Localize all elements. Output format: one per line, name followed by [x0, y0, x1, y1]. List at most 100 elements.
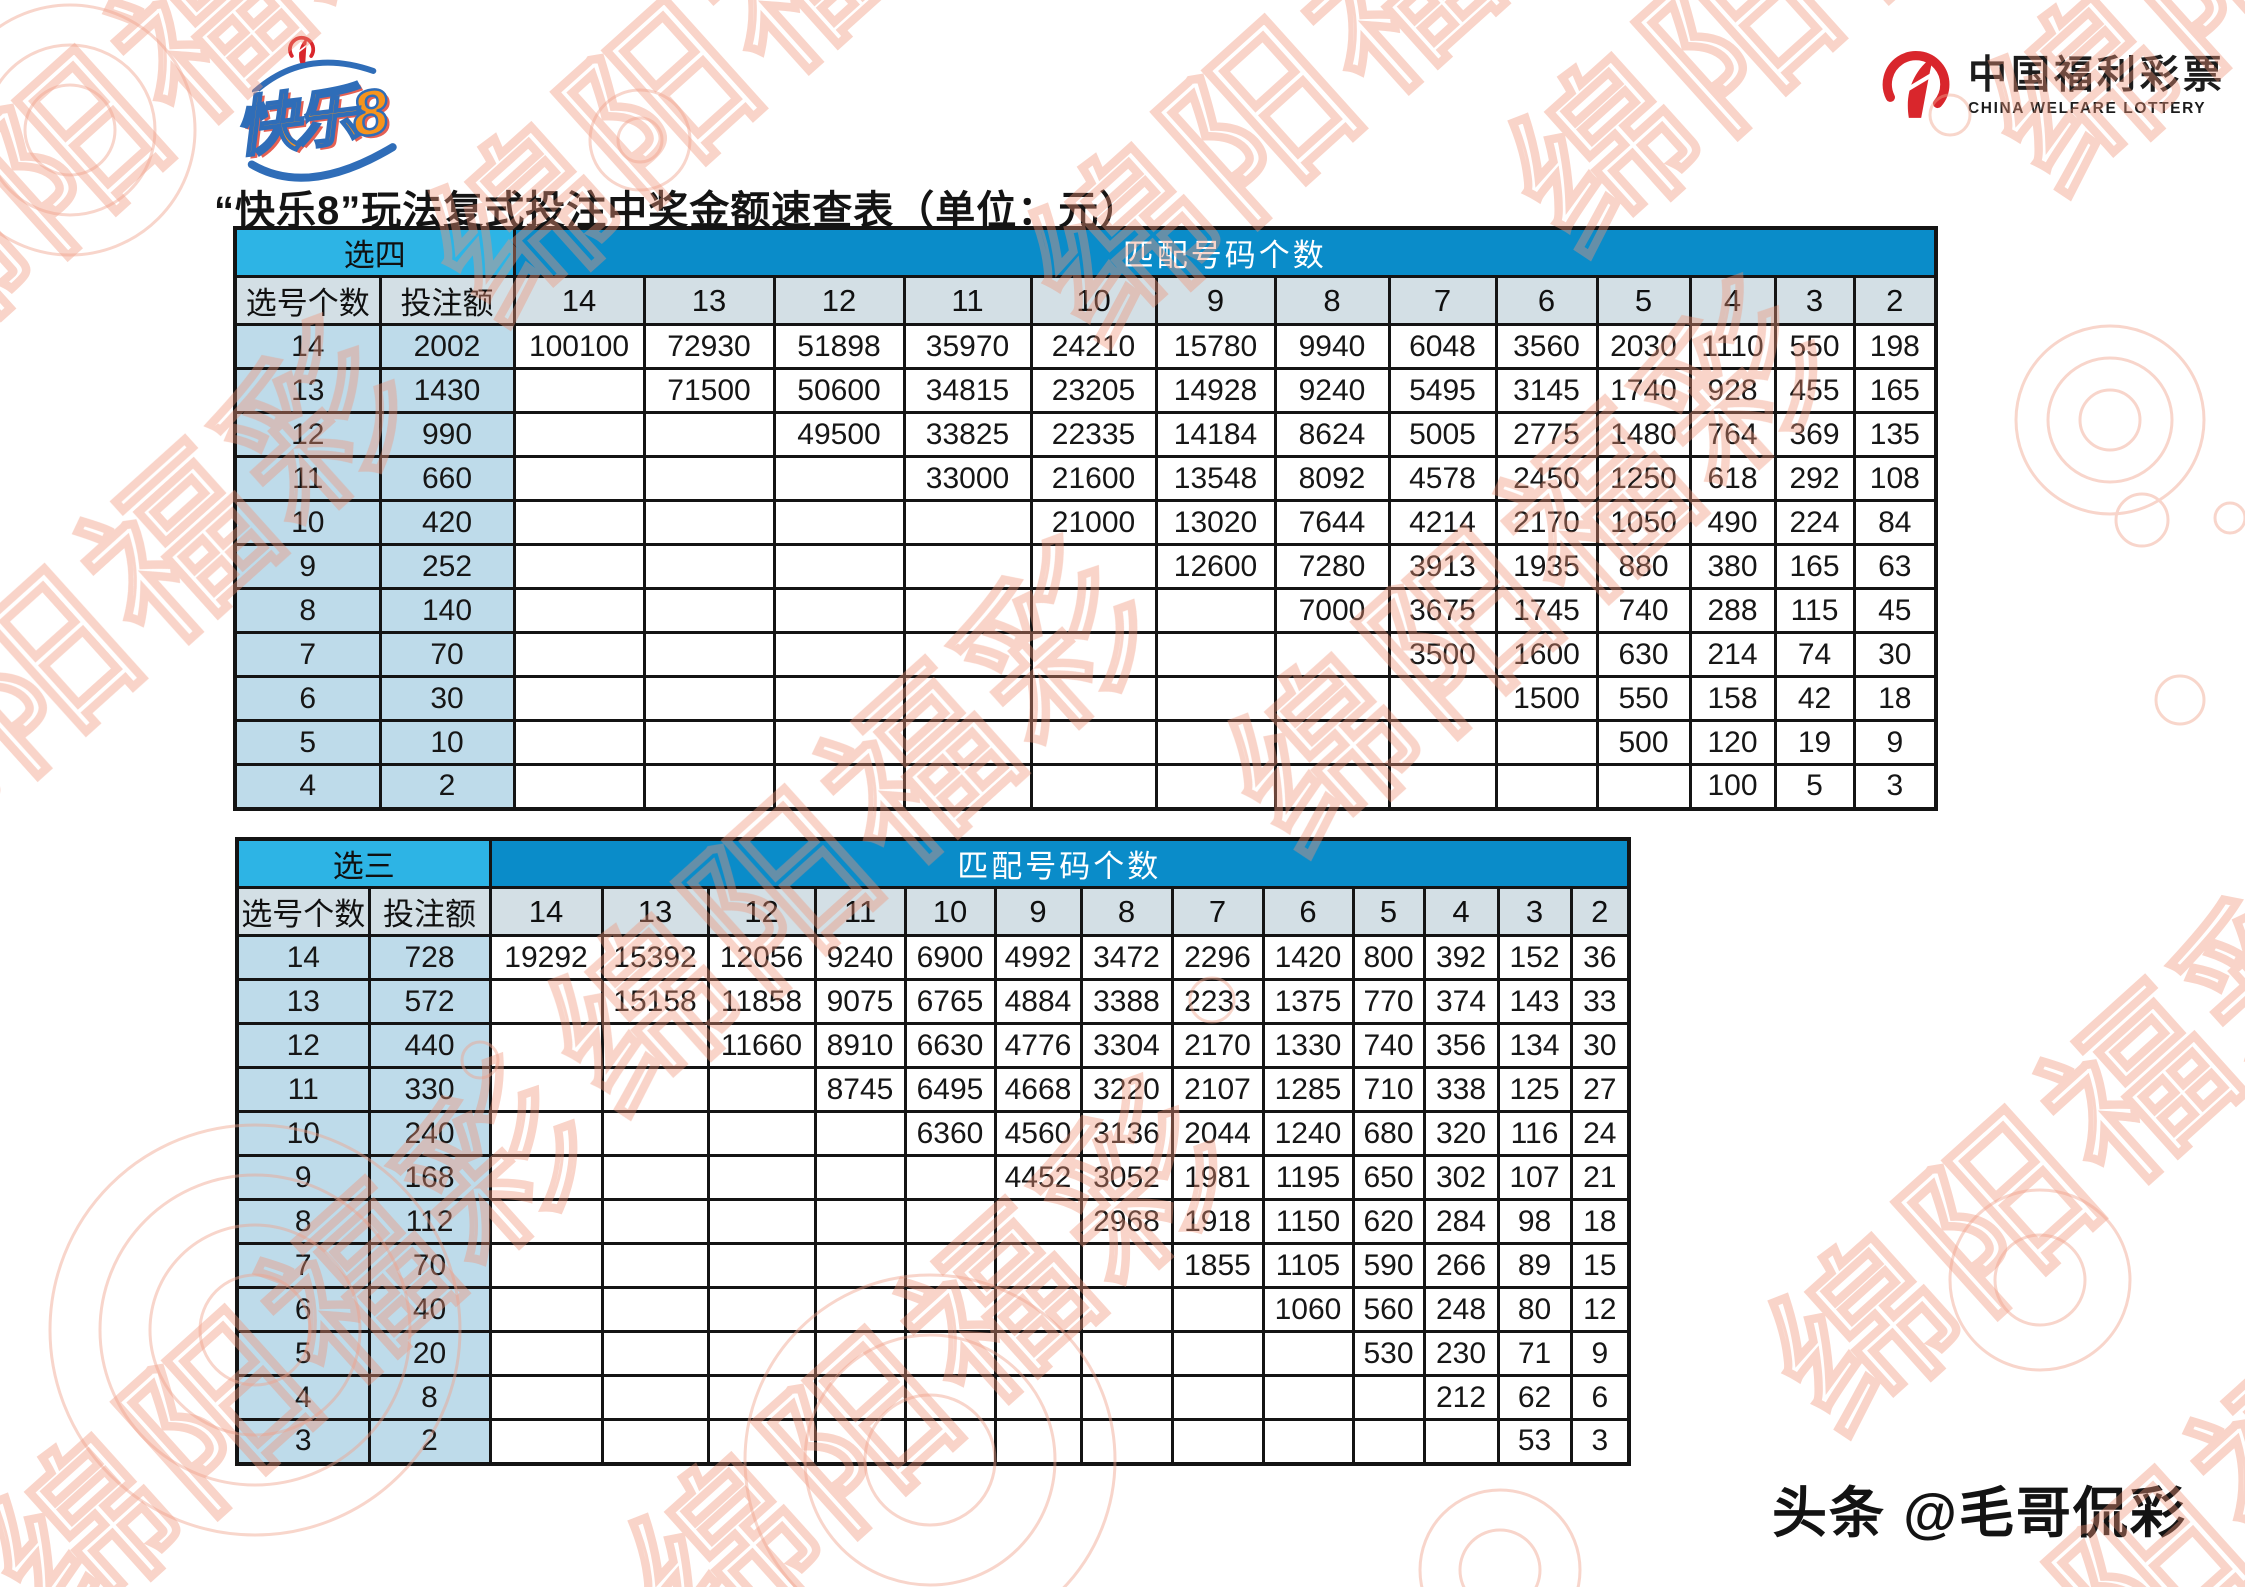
- match-count-header: 14: [488, 886, 604, 937]
- payout-cell: 212: [1422, 1374, 1500, 1421]
- payout-cell: 71: [1496, 1330, 1573, 1377]
- picks-column-header: 选号个数: [235, 886, 371, 937]
- payout-cell: [902, 543, 1033, 590]
- payout-cell: [600, 1066, 710, 1113]
- stake-cell: 660: [378, 455, 516, 502]
- payout-cell: 62: [1496, 1374, 1573, 1421]
- payout-cell: 2030: [1595, 323, 1692, 370]
- payout-cell: 8092: [1273, 455, 1391, 502]
- payout-cell: [772, 719, 906, 766]
- payout-cell: [600, 1110, 710, 1157]
- payout-cell: [706, 1286, 817, 1333]
- table-row: 3 2 53 3: [235, 1418, 1631, 1465]
- payout-cell: [600, 1198, 710, 1245]
- payout-cell: 1060: [1261, 1286, 1355, 1333]
- payout-cell: [512, 411, 646, 458]
- payout-cell: 15158: [600, 978, 710, 1025]
- payout-cell: 292: [1773, 455, 1856, 502]
- payout-cell: 11660: [706, 1022, 817, 1069]
- payout-cell: [813, 1110, 907, 1157]
- match-count-header: 9: [1154, 275, 1277, 326]
- payout-cell: 3136: [1079, 1110, 1174, 1157]
- payout-cell: [1154, 631, 1277, 678]
- payout-cell: 165: [1852, 367, 1938, 414]
- payout-cell: 15392: [600, 934, 710, 981]
- payout-cell: 550: [1773, 323, 1856, 370]
- payout-cell: [1029, 763, 1158, 810]
- payout-cell: 120: [1688, 719, 1777, 766]
- payout-cell: [706, 1374, 817, 1421]
- payout-cell: 35970: [902, 323, 1033, 370]
- cwl-emblem-icon: [288, 35, 316, 64]
- table-row: 5 20 530 230 71 9: [235, 1330, 1631, 1377]
- payout-cell: 4776: [993, 1022, 1083, 1069]
- stake-cell: 2002: [378, 323, 516, 370]
- stake-cell: 112: [367, 1198, 492, 1245]
- payout-cell: 198: [1852, 323, 1938, 370]
- match-count-header: 12: [706, 886, 817, 937]
- picks-cell: 5: [235, 1330, 371, 1377]
- payout-cell: 50600: [772, 367, 906, 414]
- payout-cell: [813, 1418, 907, 1465]
- payout-cell: 3304: [1079, 1022, 1174, 1069]
- payout-cell: 3: [1852, 763, 1938, 810]
- payout-cell: 12: [1569, 1286, 1631, 1333]
- payout-cell: [1154, 763, 1277, 810]
- payout-cell: 620: [1351, 1198, 1426, 1245]
- match-count-header: 3: [1773, 275, 1856, 326]
- payout-cell: 13020: [1154, 499, 1277, 546]
- payout-cell: 4992: [993, 934, 1083, 981]
- payout-cell: [1170, 1330, 1265, 1377]
- payout-cell: 6360: [903, 1110, 997, 1157]
- stake-cell: 330: [367, 1066, 492, 1113]
- payout-cell: 284: [1422, 1198, 1500, 1245]
- payout-cell: 650: [1351, 1154, 1426, 1201]
- payout-cell: [902, 675, 1033, 722]
- payout-cell: [488, 1418, 604, 1465]
- stake-cell: 2: [378, 763, 516, 810]
- payout-cell: 108: [1852, 455, 1938, 502]
- payout-cell: 3388: [1079, 978, 1174, 1025]
- payout-cell: [1494, 763, 1599, 810]
- payout-cell: 320: [1422, 1110, 1500, 1157]
- payout-cell: 11858: [706, 978, 817, 1025]
- payout-cell: [993, 1374, 1083, 1421]
- payout-cell: 34815: [902, 367, 1033, 414]
- match-count-header: 5: [1595, 275, 1692, 326]
- payout-cell: [706, 1110, 817, 1157]
- payout-cell: [706, 1418, 817, 1465]
- payout-cell: 1250: [1595, 455, 1692, 502]
- payout-cell: 618: [1688, 455, 1777, 502]
- payout-cell: [706, 1330, 817, 1377]
- table-row: 12 440 11660 8910 6630 4776 3304 2170 1330 740 356…: [235, 1022, 1631, 1069]
- payout-cell: [488, 1066, 604, 1113]
- match-count-header: 7: [1387, 275, 1498, 326]
- payout-cell: 53: [1496, 1418, 1573, 1465]
- stake-column-header: 投注额: [378, 275, 516, 326]
- payout-cell: 143: [1496, 978, 1573, 1025]
- payout-cell: 2170: [1170, 1022, 1265, 1069]
- stake-cell: 1430: [378, 367, 516, 414]
- stake-cell: 70: [367, 1242, 492, 1289]
- payout-cell: 1110: [1688, 323, 1777, 370]
- payout-cell: [706, 1198, 817, 1245]
- payout-cell: [488, 1374, 604, 1421]
- stake-cell: 240: [367, 1110, 492, 1157]
- payout-cell: 74: [1773, 631, 1856, 678]
- payout-cell: 18: [1569, 1198, 1631, 1245]
- payout-cell: 9: [1852, 719, 1938, 766]
- pick-four-table: 选四 匹配号码个数 选号个数 投注额 14 13 12 11 10 9 8 7 6 5 4 3 2 14 2002 1…: [233, 226, 1939, 811]
- payout-cell: [642, 763, 776, 810]
- payout-cell: 9240: [813, 934, 907, 981]
- payout-cell: [903, 1198, 997, 1245]
- payout-cell: 51898: [772, 323, 906, 370]
- match-count-banner: 匹配号码个数: [488, 837, 1631, 889]
- payout-cell: [706, 1066, 817, 1113]
- payout-cell: 24210: [1029, 323, 1158, 370]
- payout-cell: [1029, 719, 1158, 766]
- payout-cell: 530: [1351, 1330, 1426, 1377]
- picks-cell: 6: [233, 675, 382, 722]
- payout-cell: 72930: [642, 323, 776, 370]
- payout-cell: [993, 1286, 1083, 1333]
- payout-cell: [1494, 719, 1599, 766]
